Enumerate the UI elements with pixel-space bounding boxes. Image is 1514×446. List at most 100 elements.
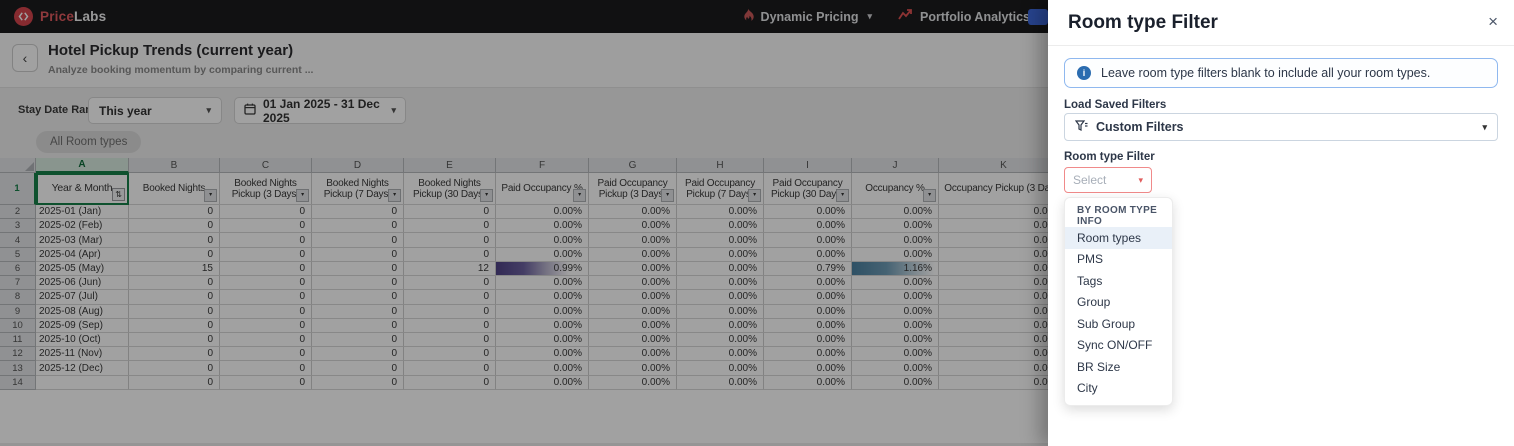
cell-G12[interactable]: 0.00% [589,347,677,362]
select-all-corner[interactable] [0,158,36,173]
cell-D8[interactable]: 0 [312,290,404,305]
cell-E12[interactable]: 0 [404,347,496,362]
cell-D11[interactable]: 0 [312,332,404,348]
cell-B11[interactable]: 0 [129,332,220,348]
cell-I12[interactable]: 0.00% [764,347,852,362]
cell-E7[interactable]: 0 [404,276,496,291]
cell-D9[interactable]: 0 [312,304,404,319]
cell-B14[interactable]: 0 [129,375,220,390]
cell-J6[interactable]: 1.16% [852,261,939,277]
cell-F13[interactable]: 0.00% [496,361,589,376]
cell-J3[interactable]: 0.00% [852,219,939,234]
cell-G3[interactable]: 0.00% [589,219,677,234]
cell-A8[interactable]: 2025-07 (Jul) [36,290,129,305]
close-icon[interactable]: × [1488,12,1498,31]
cell-F4[interactable]: 0.00% [496,233,589,248]
room-type-filter-select[interactable]: Select ▾ [1064,167,1152,193]
cell-C12[interactable]: 0 [220,347,312,362]
cell-G6[interactable]: 0.00% [589,261,677,277]
column-letter-I[interactable]: I [764,158,852,173]
row-number-10[interactable]: 10 [0,318,36,333]
cell-B4[interactable]: 0 [129,233,220,248]
cell-E13[interactable]: 0 [404,361,496,376]
filter-dropdown-button[interactable]: ▾ [748,189,761,202]
cell-J11[interactable]: 0.00% [852,332,939,348]
filter-dropdown-button[interactable]: ▾ [480,189,493,202]
row-number-7[interactable]: 7 [0,276,36,291]
cell-E9[interactable]: 0 [404,304,496,319]
cell-I3[interactable]: 0.00% [764,219,852,234]
cell-D4[interactable]: 0 [312,233,404,248]
cell-E8[interactable]: 0 [404,290,496,305]
header-cell-I1[interactable]: Paid Occupancy Pickup (30 Days) ▾ [764,173,852,205]
cell-I8[interactable]: 0.00% [764,290,852,305]
back-button[interactable]: ‹ [12,44,38,72]
cell-I13[interactable]: 0.00% [764,361,852,376]
cell-G11[interactable]: 0.00% [589,332,677,348]
cell-J5[interactable]: 0.00% [852,247,939,262]
menu-item-tags[interactable]: Tags [1077,273,1103,288]
cell-B7[interactable]: 0 [129,276,220,291]
nav-item-portfolio-analytics[interactable]: Portfolio Analytics [898,9,1030,24]
cell-G5[interactable]: 0.00% [589,247,677,262]
cell-B10[interactable]: 0 [129,318,220,333]
cell-I9[interactable]: 0.00% [764,304,852,319]
row-number-1[interactable]: 1 [0,173,36,205]
cell-B2[interactable]: 0 [129,205,220,220]
cell-D2[interactable]: 0 [312,205,404,220]
cell-E4[interactable]: 0 [404,233,496,248]
cell-E3[interactable]: 0 [404,219,496,234]
column-letter-F[interactable]: F [496,158,589,173]
cell-C4[interactable]: 0 [220,233,312,248]
cell-H10[interactable]: 0.00% [677,318,764,333]
cell-D13[interactable]: 0 [312,361,404,376]
cell-E10[interactable]: 0 [404,318,496,333]
cell-H6[interactable]: 0.00% [677,261,764,277]
cell-B6[interactable]: 15 [129,261,220,277]
saved-filters-select[interactable]: Custom Filters ▾ [1064,113,1498,141]
cell-C7[interactable]: 0 [220,276,312,291]
cell-H2[interactable]: 0.00% [677,205,764,220]
cell-H14[interactable]: 0.00% [677,375,764,390]
cell-F12[interactable]: 0.00% [496,347,589,362]
cell-J13[interactable]: 0.00% [852,361,939,376]
cell-C9[interactable]: 0 [220,304,312,319]
cell-B12[interactable]: 0 [129,347,220,362]
cell-F7[interactable]: 0.00% [496,276,589,291]
cell-F3[interactable]: 0.00% [496,219,589,234]
menu-item-city[interactable]: City [1077,381,1098,396]
menu-item-sync-on-off[interactable]: Sync ON/OFF [1077,338,1153,353]
row-number-14[interactable]: 14 [0,375,36,390]
filter-dropdown-button[interactable]: ▾ [204,189,217,202]
brand-logo[interactable]: PriceLabs [14,7,106,26]
cell-C3[interactable]: 0 [220,219,312,234]
cell-F2[interactable]: 0.00% [496,205,589,220]
cell-A13[interactable]: 2025-12 (Dec) [36,361,129,376]
row-number-3[interactable]: 3 [0,219,36,234]
cell-B3[interactable]: 0 [129,219,220,234]
row-number-9[interactable]: 9 [0,304,36,319]
date-range-select[interactable]: 01 Jan 2025 - 31 Dec 2025 ▾ [234,97,406,125]
menu-item-pms[interactable]: PMS [1077,252,1104,267]
cell-F11[interactable]: 0.00% [496,332,589,348]
cell-J12[interactable]: 0.00% [852,347,939,362]
menu-item-room-types[interactable]: Room types [1065,227,1172,249]
cell-H9[interactable]: 0.00% [677,304,764,319]
cell-H5[interactable]: 0.00% [677,247,764,262]
cell-I4[interactable]: 0.00% [764,233,852,248]
cell-D5[interactable]: 0 [312,247,404,262]
cell-I7[interactable]: 0.00% [764,276,852,291]
header-cell-A1[interactable]: Year & Month ⇅ [36,173,129,205]
cell-J4[interactable]: 0.00% [852,233,939,248]
cell-C11[interactable]: 0 [220,332,312,348]
filter-dropdown-button[interactable]: ▾ [296,189,309,202]
menu-item-group[interactable]: Group [1077,295,1111,310]
header-cell-H1[interactable]: Paid Occupancy Pickup (7 Days) ▾ [677,173,764,205]
cell-A9[interactable]: 2025-08 (Aug) [36,304,129,319]
cell-E14[interactable]: 0 [404,375,496,390]
cell-H13[interactable]: 0.00% [677,361,764,376]
cell-H12[interactable]: 0.00% [677,347,764,362]
filter-dropdown-button[interactable]: ▾ [836,189,849,202]
cell-H8[interactable]: 0.00% [677,290,764,305]
nav-item-dynamic-pricing[interactable]: Dynamic Pricing ▾ [742,8,872,25]
